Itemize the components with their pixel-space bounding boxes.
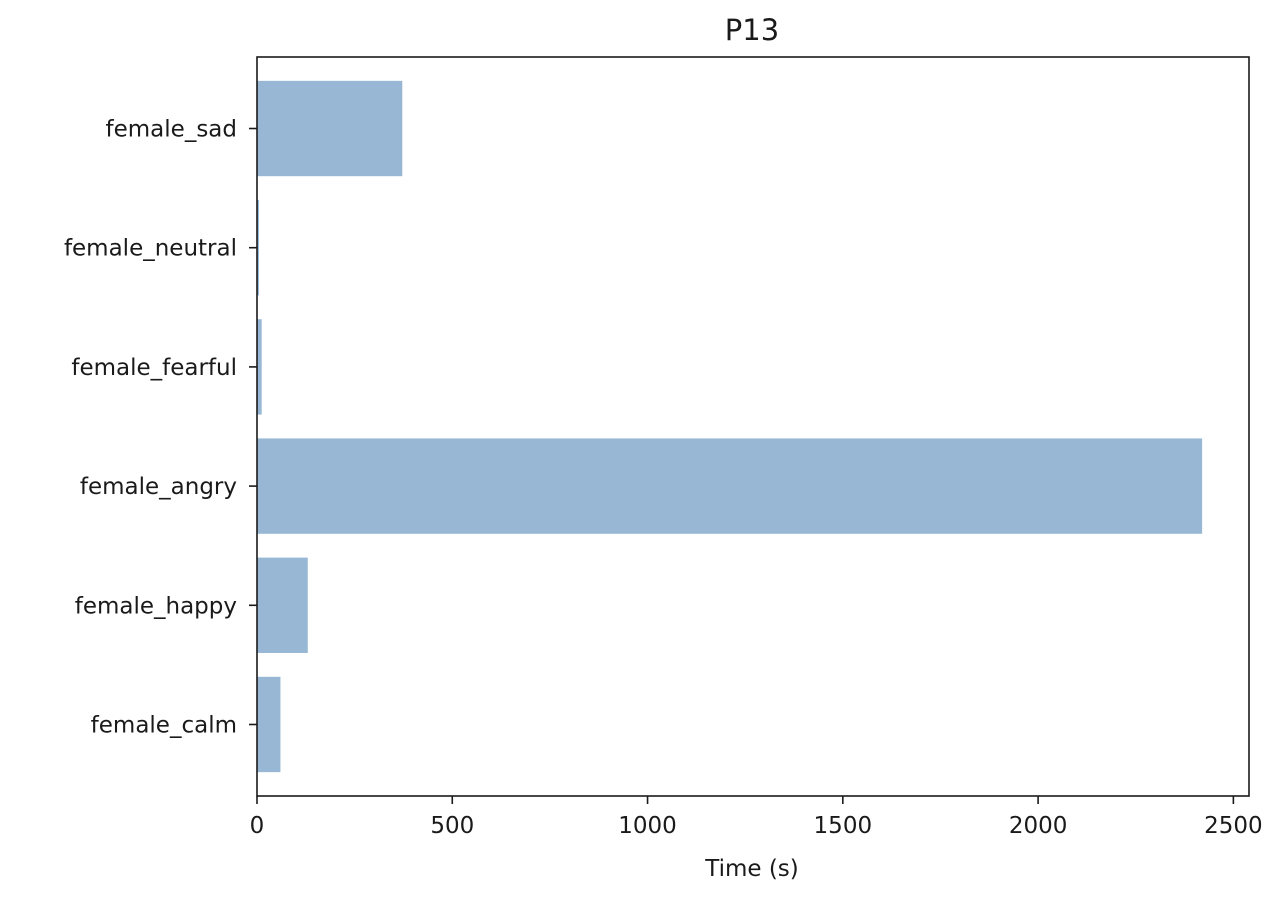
y-tick-label: female_fearful bbox=[71, 355, 237, 381]
y-axis-ticks: female_calm female_happy female_angry femal… bbox=[64, 117, 257, 738]
bar-female-happy bbox=[257, 557, 308, 653]
x-axis-ticks: 0 500 1000 1500 2000 2500 bbox=[250, 796, 1263, 839]
x-tick-label: 2000 bbox=[1009, 813, 1068, 839]
x-axis-label: Time (s) bbox=[704, 856, 799, 882]
bars-layer bbox=[257, 80, 1203, 773]
y-tick-label: female_calm bbox=[91, 712, 237, 738]
y-tick-label: female_happy bbox=[75, 593, 237, 619]
bar-female-angry bbox=[257, 438, 1203, 534]
plot-frame bbox=[256, 56, 1250, 797]
chart-title: P13 bbox=[725, 13, 779, 47]
bar-female-neutral bbox=[257, 200, 259, 296]
bar-female-sad bbox=[257, 80, 403, 177]
bar-female-calm bbox=[257, 676, 281, 773]
bar-female-fearful bbox=[257, 319, 262, 415]
y-tick-label: female_neutral bbox=[64, 236, 237, 262]
x-tick-label: 0 bbox=[250, 813, 265, 839]
x-tick-label: 1000 bbox=[618, 813, 677, 839]
x-tick-label: 1500 bbox=[814, 813, 873, 839]
x-tick-label: 500 bbox=[430, 813, 474, 839]
x-tick-label: 2500 bbox=[1204, 813, 1263, 839]
y-tick-label: female_sad bbox=[106, 117, 237, 143]
y-tick-label: female_angry bbox=[80, 474, 237, 500]
